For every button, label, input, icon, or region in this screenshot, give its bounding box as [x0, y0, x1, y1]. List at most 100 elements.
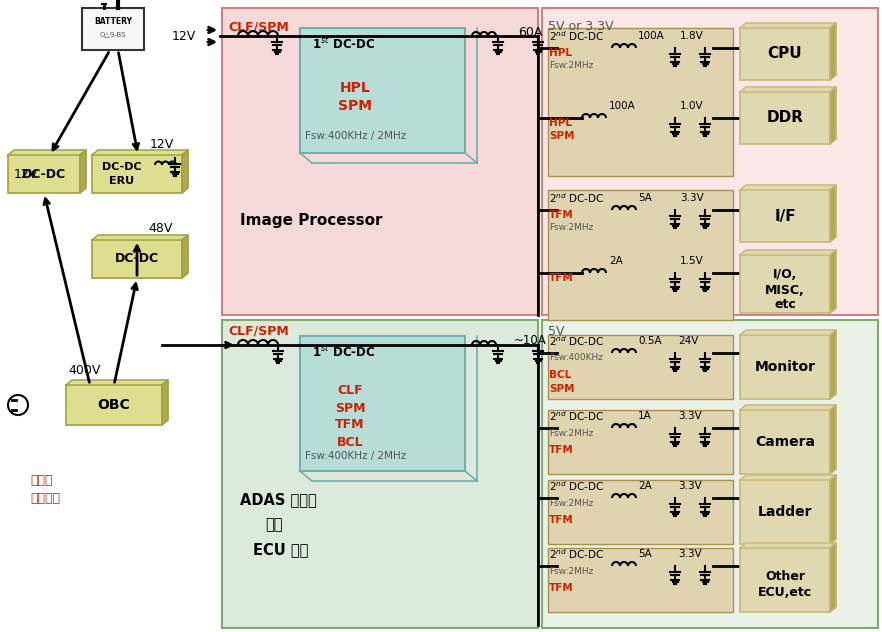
Polygon shape [740, 250, 836, 255]
Text: Fsw:2MHz: Fsw:2MHz [549, 499, 594, 507]
Text: DC-DC: DC-DC [22, 167, 66, 181]
Text: I/O,: I/O, [773, 269, 797, 281]
Bar [548, 410, 733, 474]
Bar [222, 320, 538, 628]
Text: DDR: DDR [766, 111, 804, 126]
Polygon shape [66, 380, 168, 385]
Text: TFM: TFM [549, 210, 574, 220]
Text: ERU: ERU [109, 176, 135, 186]
Bar [740, 410, 830, 474]
Polygon shape [830, 250, 836, 313]
Bar [548, 548, 733, 612]
Polygon shape [830, 330, 836, 399]
Text: O△9-BS: O△9-BS [100, 31, 126, 37]
Bar [740, 190, 830, 242]
Text: 0.5A: 0.5A [638, 336, 662, 346]
Text: 1A: 1A [638, 411, 652, 421]
Text: 5V: 5V [548, 325, 564, 338]
Text: 1$^{st}$ DC-DC: 1$^{st}$ DC-DC [312, 344, 375, 360]
Bar [548, 335, 733, 399]
Text: 2$^{nd}$ DC-DC: 2$^{nd}$ DC-DC [549, 334, 604, 348]
Text: CLF/SPM: CLF/SPM [228, 325, 288, 338]
Text: 3.3V: 3.3V [678, 549, 702, 559]
Text: ECU 用途: ECU 用途 [253, 542, 309, 557]
Text: Camera: Camera [755, 435, 815, 449]
Polygon shape [740, 475, 836, 480]
Polygon shape [830, 87, 836, 144]
Text: 24V: 24V [678, 336, 699, 346]
Bar [542, 8, 878, 315]
Text: Image Processor: Image Processor [240, 212, 383, 228]
Text: SPM: SPM [338, 99, 372, 113]
Text: Fsw:2MHz: Fsw:2MHz [549, 566, 594, 576]
Text: CLF: CLF [337, 384, 363, 398]
Text: 100A: 100A [638, 31, 665, 41]
Polygon shape [740, 405, 836, 410]
Polygon shape [162, 380, 168, 425]
Polygon shape [92, 235, 188, 240]
Text: TFM: TFM [549, 515, 574, 525]
Text: DC-DC: DC-DC [115, 253, 159, 265]
Text: Fsw:400KHz / 2MHz: Fsw:400KHz / 2MHz [305, 131, 407, 141]
Text: TFM: TFM [335, 418, 365, 432]
Text: Monitor: Monitor [754, 360, 816, 374]
Polygon shape [8, 150, 86, 155]
Text: 传统产品: 传统产品 [30, 492, 60, 504]
Bar [8, 155, 80, 193]
Polygon shape [830, 185, 836, 242]
Text: Fsw:2MHz: Fsw:2MHz [549, 61, 594, 71]
Text: 2A: 2A [638, 481, 652, 491]
Polygon shape [182, 235, 188, 278]
Bar [740, 335, 830, 399]
Bar [740, 255, 830, 313]
Text: 1$^{st}$ DC-DC: 1$^{st}$ DC-DC [312, 36, 375, 52]
Text: 新产品: 新产品 [30, 473, 53, 487]
Text: 60A: 60A [518, 25, 542, 39]
Text: 12V: 12V [14, 169, 38, 181]
Text: BCL: BCL [549, 370, 572, 380]
Circle shape [8, 395, 28, 415]
Polygon shape [740, 185, 836, 190]
Text: 2$^{nd}$ DC-DC: 2$^{nd}$ DC-DC [549, 409, 604, 423]
Text: 100A: 100A [609, 101, 636, 111]
Text: Fsw:2MHz: Fsw:2MHz [549, 428, 594, 437]
Text: 12V: 12V [150, 138, 175, 152]
Text: OBC: OBC [98, 398, 131, 412]
Text: DC-DC: DC-DC [102, 162, 142, 172]
Text: 3.3V: 3.3V [680, 193, 704, 203]
Text: TFM: TFM [549, 445, 574, 455]
Text: 1.0V: 1.0V [680, 101, 704, 111]
Text: ECU,etc: ECU,etc [758, 585, 812, 599]
Bar [740, 480, 830, 544]
Bar [92, 240, 182, 278]
Text: Fsw:400KHz: Fsw:400KHz [549, 353, 603, 363]
Text: HPL: HPL [340, 81, 370, 95]
Text: TFM: TFM [549, 273, 574, 283]
Polygon shape [92, 150, 188, 155]
Polygon shape [830, 543, 836, 612]
Bar [548, 190, 733, 320]
Polygon shape [740, 330, 836, 335]
Bar [300, 28, 465, 153]
Text: SPM: SPM [335, 401, 365, 415]
Text: ADAS 和其他: ADAS 和其他 [240, 492, 317, 507]
Polygon shape [830, 23, 836, 80]
Bar [66, 385, 162, 425]
Text: Fsw:400KHz / 2MHz: Fsw:400KHz / 2MHz [305, 451, 407, 461]
Text: ~10A: ~10A [514, 334, 547, 346]
Bar [740, 92, 830, 144]
Text: CPU: CPU [767, 47, 803, 61]
Text: CLF/SPM: CLF/SPM [228, 20, 288, 33]
Text: 5V or 3.3V: 5V or 3.3V [548, 20, 614, 33]
Text: 2$^{nd}$ DC-DC: 2$^{nd}$ DC-DC [549, 479, 604, 493]
Bar [222, 8, 538, 315]
Bar [548, 28, 733, 176]
Text: SPM: SPM [549, 131, 574, 141]
Text: I/F: I/F [774, 209, 796, 224]
Bar [82, 8, 144, 50]
Bar [548, 480, 733, 544]
Text: 1.5V: 1.5V [680, 256, 704, 266]
Text: SPM: SPM [549, 384, 574, 394]
Polygon shape [80, 150, 86, 193]
Bar [92, 155, 182, 193]
